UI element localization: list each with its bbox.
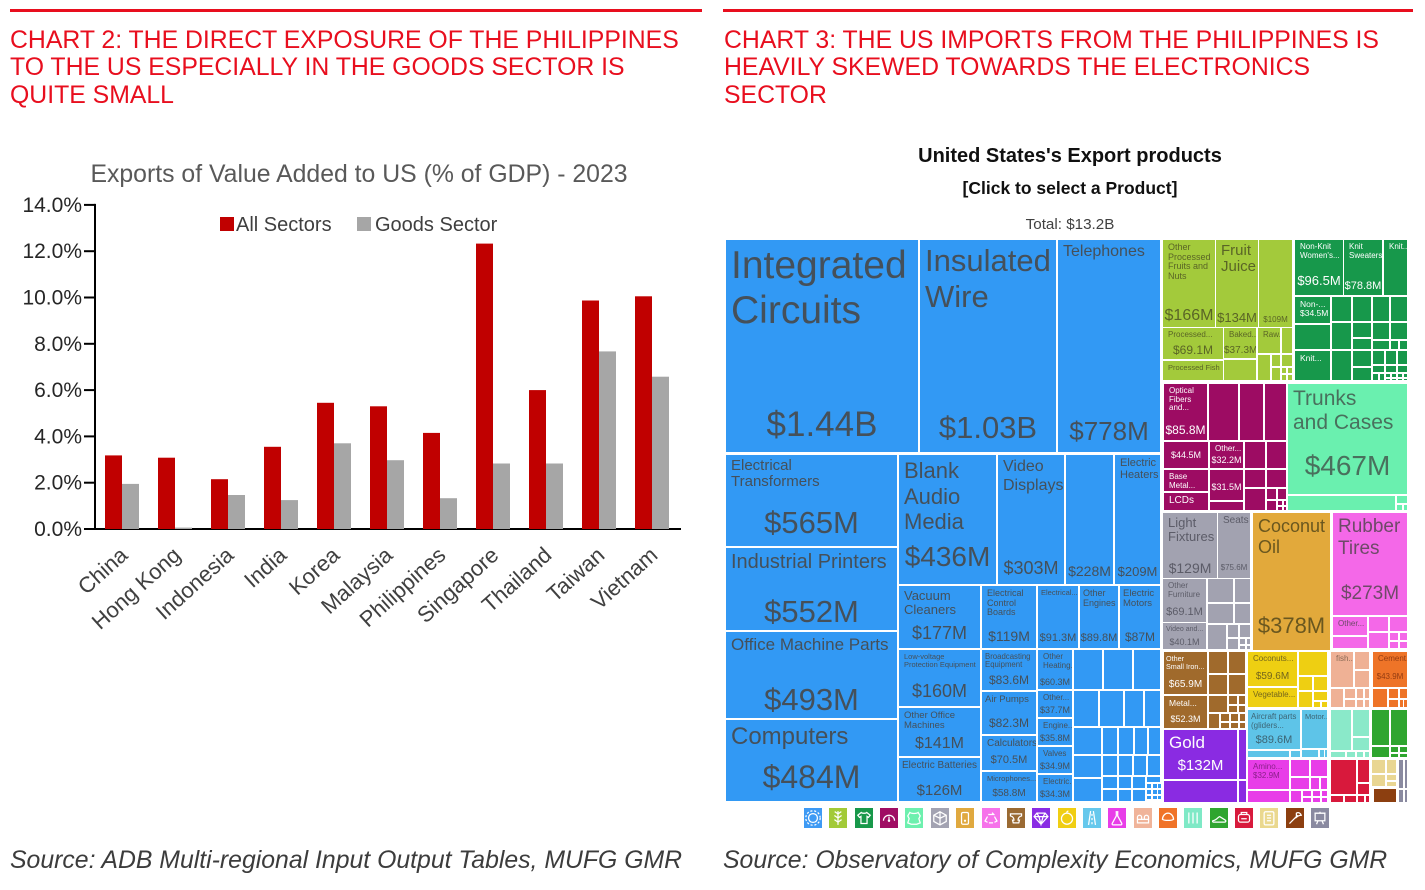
svg-text:0.0%: 0.0% xyxy=(34,518,82,541)
svg-text:India: India xyxy=(239,542,292,593)
svg-text:All Sectors: All Sectors xyxy=(236,214,332,236)
svg-text:Goods Sector: Goods Sector xyxy=(375,214,498,236)
svg-text:8.0%: 8.0% xyxy=(34,333,82,356)
svg-text:14.0%: 14.0% xyxy=(22,194,82,217)
svg-text:12.0%: 12.0% xyxy=(22,240,82,263)
svg-text:10.0%: 10.0% xyxy=(22,287,82,310)
svg-text:6.0%: 6.0% xyxy=(34,379,82,402)
svg-text:2.0%: 2.0% xyxy=(34,472,82,495)
svg-text:4.0%: 4.0% xyxy=(34,425,82,448)
